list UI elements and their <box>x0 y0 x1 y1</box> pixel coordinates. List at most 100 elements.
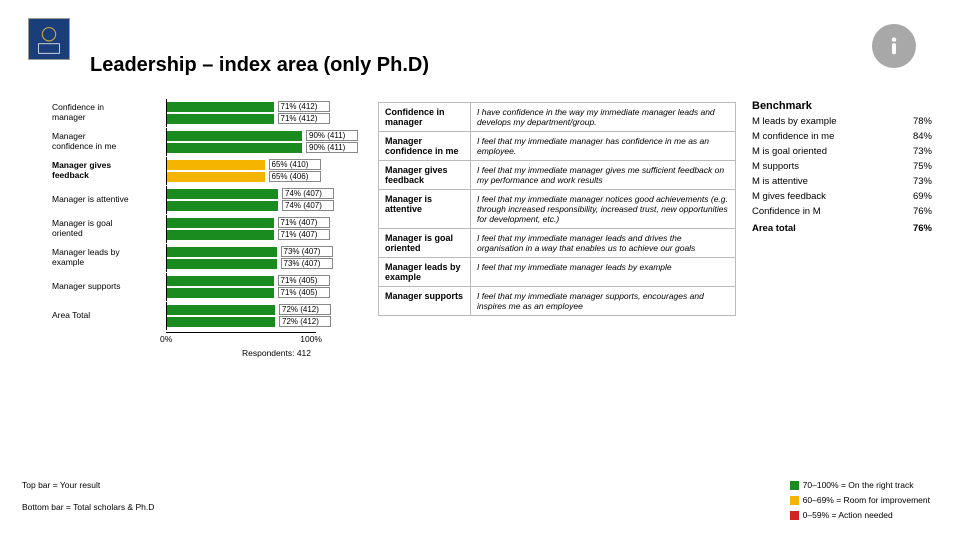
benchmark-value: 69% <box>896 189 932 204</box>
bar-pair: 65% (410) 65% (406) <box>166 157 316 185</box>
benchmark-row: Confidence in M76% <box>752 204 932 219</box>
benchmark-total-value: 76% <box>896 219 932 236</box>
legend-swatch <box>790 511 799 520</box>
bar-bot: 74% (407) <box>167 201 278 211</box>
definition-term: Confidence in manager <box>379 103 471 132</box>
bar-top: 74% (407) <box>167 189 278 199</box>
chart-row-label: Manager leads byexample <box>52 248 166 268</box>
bar-bot: 73% (407) <box>167 259 277 269</box>
bar-bot: 71% (407) <box>167 230 274 240</box>
benchmark-row: M leads by example78% <box>752 114 932 129</box>
bar-value-label: 72% (412) <box>279 316 331 327</box>
legend-item: 0–59% = Action needed <box>790 510 930 520</box>
chart-row: Confidence inmanager71% (412)71% (412) <box>52 98 368 127</box>
benchmark-value: 73% <box>896 144 932 159</box>
definition-row: Manager supportsI feel that my immediate… <box>379 287 736 316</box>
definition-row: Manager is attentiveI feel that my immed… <box>379 190 736 229</box>
x-axis <box>166 332 316 333</box>
definition-term: Manager confidence in me <box>379 132 471 161</box>
chart-row: Managerconfidence in me90% (411)90% (411… <box>52 127 368 156</box>
benchmark-label: M gives feedback <box>752 189 896 204</box>
benchmark-row: M supports75% <box>752 159 932 174</box>
bar-value-label: 74% (407) <box>282 188 334 199</box>
legend-text: 70–100% = On the right track <box>803 480 914 490</box>
bar-value-label: 72% (412) <box>279 304 331 315</box>
bar-top: 65% (410) <box>167 160 265 170</box>
chart-row: Manager is goaloriented71% (407)71% (407… <box>52 214 368 243</box>
definition-term: Manager is attentive <box>379 190 471 229</box>
chart-row-label: Manager supports <box>52 282 166 292</box>
chart-row: Manager givesfeedback65% (410)65% (406) <box>52 156 368 185</box>
chart-row-label: Area Total <box>52 311 166 321</box>
bar-value-label: 65% (406) <box>269 171 321 182</box>
bar-top: 71% (407) <box>167 218 274 228</box>
bar-bot: 71% (405) <box>167 288 274 298</box>
bar-bot: 72% (412) <box>167 317 275 327</box>
axis-max: 100% <box>300 334 322 344</box>
chart-row-label: Confidence inmanager <box>52 103 166 123</box>
axis-min: 0% <box>160 334 172 344</box>
bar-bot: 90% (411) <box>167 143 302 153</box>
definition-row: Confidence in managerI have confidence i… <box>379 103 736 132</box>
definition-desc: I feel that my immediate manager gives m… <box>471 161 736 190</box>
chart-row-label: Manager is attentive <box>52 195 166 205</box>
chart-row-label: Manager is goaloriented <box>52 219 166 239</box>
bar-value-label: 73% (407) <box>281 246 333 257</box>
benchmark-label: M is attentive <box>752 174 896 189</box>
definition-term: Manager gives feedback <box>379 161 471 190</box>
info-icon <box>872 24 916 68</box>
bar-pair: 71% (407) 71% (407) <box>166 215 316 243</box>
bar-value-label: 71% (412) <box>278 101 330 112</box>
bar-value-label: 71% (407) <box>278 217 330 228</box>
bar-top: 71% (405) <box>167 276 274 286</box>
bar-top: 72% (412) <box>167 305 275 315</box>
bar-pair: 72% (412) 72% (412) <box>166 302 316 330</box>
definition-desc: I feel that my immediate manager support… <box>471 287 736 316</box>
benchmark-row: M confidence in me84% <box>752 129 932 144</box>
bar-top: 71% (412) <box>167 102 274 112</box>
bar-value-label: 71% (412) <box>278 113 330 124</box>
legend-swatch <box>790 481 799 490</box>
chart-row: Manager supports71% (405)71% (405) <box>52 272 368 301</box>
benchmark-label: M supports <box>752 159 896 174</box>
benchmark-label: Confidence in M <box>752 204 896 219</box>
benchmark-panel: Benchmark M leads by example78%M confide… <box>752 100 932 236</box>
respondents-label: Respondents: 412 <box>242 348 311 358</box>
bar-top: 73% (407) <box>167 247 277 257</box>
definition-term: Manager supports <box>379 287 471 316</box>
chart-row: Area Total72% (412)72% (412) <box>52 301 368 330</box>
color-legend: 70–100% = On the right track60–69% = Roo… <box>790 475 930 520</box>
benchmark-value: 84% <box>896 129 932 144</box>
benchmark-label: M leads by example <box>752 114 896 129</box>
bar-pair: 90% (411) 90% (411) <box>166 128 316 156</box>
footnote-bottom-bar: Bottom bar = Total scholars & Ph.D <box>22 502 154 512</box>
legend-swatch <box>790 496 799 505</box>
bar-value-label: 73% (407) <box>281 258 333 269</box>
bar-top: 90% (411) <box>167 131 302 141</box>
kth-logo <box>28 18 70 60</box>
definition-desc: I have confidence in the way my immediat… <box>471 103 736 132</box>
bar-bot: 65% (406) <box>167 172 265 182</box>
benchmark-label: M is goal oriented <box>752 144 896 159</box>
page-title: Leadership – index area (only Ph.D) <box>90 54 429 77</box>
benchmark-value: 73% <box>896 174 932 189</box>
benchmark-row: M is goal oriented73% <box>752 144 932 159</box>
definition-row: Manager gives feedbackI feel that my imm… <box>379 161 736 190</box>
definition-term: Manager leads by example <box>379 258 471 287</box>
bar-value-label: 74% (407) <box>282 200 334 211</box>
bar-chart: Confidence inmanager71% (412)71% (412)Ma… <box>52 98 368 330</box>
bar-bot: 71% (412) <box>167 114 274 124</box>
chart-row: Manager leads byexample73% (407)73% (407… <box>52 243 368 272</box>
chart-row: Manager is attentive74% (407)74% (407) <box>52 185 368 214</box>
bar-value-label: 90% (411) <box>306 142 358 153</box>
bar-value-label: 65% (410) <box>269 159 321 170</box>
benchmark-total-label: Area total <box>752 219 896 236</box>
definition-term: Manager is goal oriented <box>379 229 471 258</box>
bar-value-label: 71% (405) <box>278 275 330 286</box>
bar-pair: 71% (412) 71% (412) <box>166 99 316 127</box>
chart-footnotes: Top bar = Your result Bottom bar = Total… <box>22 468 154 512</box>
bar-value-label: 71% (407) <box>278 229 330 240</box>
bar-pair: 74% (407) 74% (407) <box>166 186 316 214</box>
benchmark-row: M gives feedback69% <box>752 189 932 204</box>
bar-pair: 73% (407) 73% (407) <box>166 244 316 272</box>
